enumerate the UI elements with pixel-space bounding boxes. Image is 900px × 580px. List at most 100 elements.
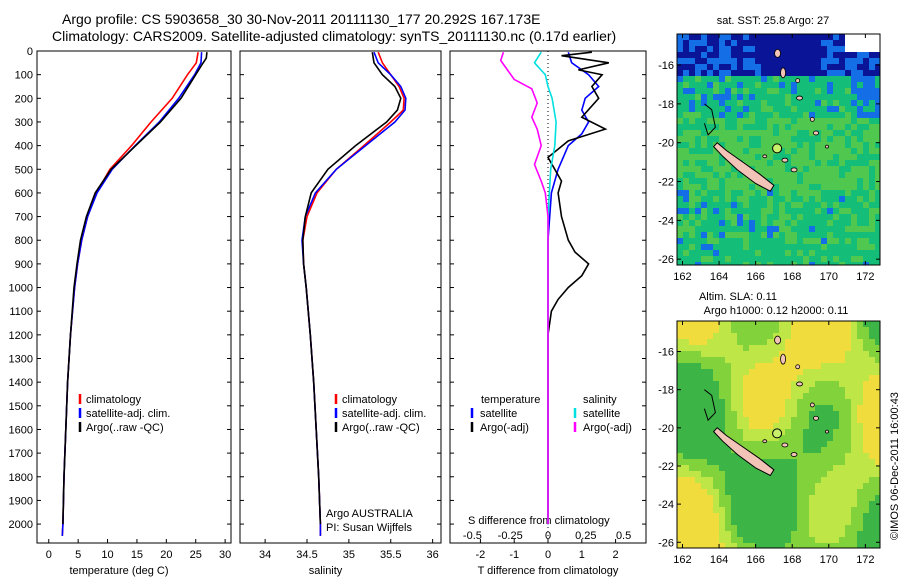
map-cell xyxy=(701,166,707,172)
map-cell xyxy=(725,513,731,519)
map-cell xyxy=(803,345,809,351)
map-cell xyxy=(857,202,863,208)
map-cell xyxy=(827,34,833,40)
map-x-tick-label: 170 xyxy=(820,271,838,283)
map-cell xyxy=(707,148,713,154)
map-cell xyxy=(797,76,803,82)
map-cell xyxy=(857,441,863,447)
map-cell xyxy=(701,196,707,202)
map-cell xyxy=(677,495,683,501)
legend-label: climatology xyxy=(86,394,142,406)
map-frame xyxy=(676,33,881,266)
map-cell xyxy=(863,142,869,148)
map-cell xyxy=(845,106,851,112)
map-cell xyxy=(803,543,809,548)
map-sla-title: Altim. SLA: 0.11 xyxy=(699,291,777,303)
map-cell xyxy=(869,154,875,160)
map-cell xyxy=(725,507,731,513)
map-cell xyxy=(701,214,707,220)
map-cell xyxy=(683,423,689,429)
map-cell xyxy=(803,495,809,501)
map-cell xyxy=(827,70,833,76)
map-cell xyxy=(875,148,880,154)
map-cell xyxy=(815,537,821,543)
map-cell xyxy=(827,423,833,429)
map-cell xyxy=(683,64,689,70)
map-cell xyxy=(749,202,755,208)
map-cell xyxy=(761,70,767,76)
map-cell xyxy=(815,369,821,375)
map-cell xyxy=(827,489,833,495)
map-cell xyxy=(743,226,749,232)
map-cell xyxy=(731,501,737,507)
map-cell xyxy=(677,40,683,46)
map-cell xyxy=(719,244,725,250)
map-cell xyxy=(701,262,707,265)
map-cell xyxy=(797,40,803,46)
map-cell xyxy=(701,477,707,483)
map-cell xyxy=(677,531,683,537)
map-cell xyxy=(701,381,707,387)
map-y-tick-label: -20 xyxy=(658,423,674,435)
header-line-2: Climatology: CARS2009. Satellite-adjuste… xyxy=(52,28,617,44)
map-cell xyxy=(761,519,767,525)
map-cell xyxy=(863,58,869,64)
map-cell xyxy=(749,387,755,393)
map-cell xyxy=(815,244,821,250)
map-cell xyxy=(857,196,863,202)
map-cell xyxy=(767,381,773,387)
map-cell xyxy=(707,232,713,238)
map-cell xyxy=(707,507,713,513)
map-cell xyxy=(833,339,839,345)
map-cell xyxy=(791,64,797,70)
y-tick-label: 600 xyxy=(15,188,33,200)
map-cell xyxy=(701,112,707,118)
map-cell xyxy=(701,375,707,381)
map-cell xyxy=(839,40,845,46)
map-cell xyxy=(737,130,743,136)
map-cell xyxy=(689,166,695,172)
map-cell xyxy=(785,244,791,250)
map-cell xyxy=(833,429,839,435)
map-cell xyxy=(683,375,689,381)
map-cell xyxy=(761,393,767,399)
map-cell xyxy=(821,178,827,184)
map-cell xyxy=(719,375,725,381)
map-cell xyxy=(683,417,689,423)
map-cell xyxy=(725,250,731,256)
map-cell xyxy=(689,453,695,459)
x-tick-label: 25 xyxy=(190,549,202,561)
map-cell xyxy=(815,46,821,52)
map-cell xyxy=(803,124,809,130)
map-cell xyxy=(785,357,791,363)
map-cell xyxy=(857,112,863,118)
map-cell xyxy=(725,423,731,429)
map-cell xyxy=(809,232,815,238)
map-cell xyxy=(743,112,749,118)
map-cell xyxy=(797,166,803,172)
map-cell xyxy=(803,531,809,537)
map-cell xyxy=(797,70,803,76)
map-cell xyxy=(731,459,737,465)
map-cell xyxy=(731,411,737,417)
map-cell xyxy=(875,525,880,531)
map-cell xyxy=(713,387,719,393)
map-cell xyxy=(869,489,875,495)
map-cell xyxy=(683,405,689,411)
map-cell xyxy=(785,64,791,70)
map-cell xyxy=(779,501,785,507)
map-cell xyxy=(839,417,845,423)
map-cell xyxy=(737,351,743,357)
map-cell xyxy=(845,417,851,423)
map-cell xyxy=(683,495,689,501)
map-cell xyxy=(719,423,725,429)
map-cell xyxy=(845,112,851,118)
map-cell xyxy=(827,232,833,238)
map-cell xyxy=(863,363,869,369)
map-cell xyxy=(863,471,869,477)
map-cell xyxy=(875,423,880,429)
map-cell xyxy=(869,160,875,166)
map-cell xyxy=(767,345,773,351)
map-cell xyxy=(809,34,815,40)
map-cell xyxy=(875,52,880,58)
